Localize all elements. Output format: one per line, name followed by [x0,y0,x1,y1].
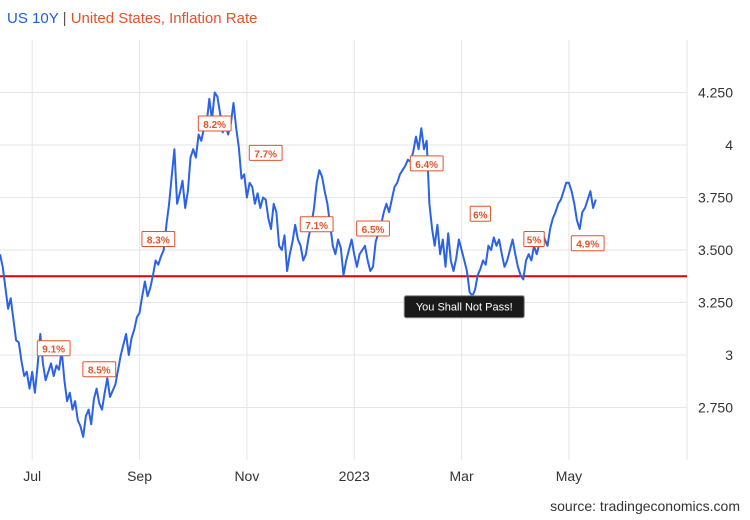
inflation-label: 6.4% [409,155,444,172]
x-tick-label: Nov [234,468,259,484]
inflation-label-box [469,205,492,222]
inflation-label: 7.1% [299,216,334,233]
inflation-label-box [248,144,283,161]
inflation-label-box [36,340,71,357]
y-tick-label: 2.750 [698,400,733,416]
inflation-labels: 9.1% 8.5% 8.3% 8.2% 7.7% 7.1% 6.5% 6.4% 6% 5% 4.9%… [36,115,605,378]
source-credit[interactable]: source: tradingeconomics.com [550,498,740,514]
y-tick-label: 3.750 [698,190,733,206]
series-link-inflation[interactable]: United States, Inflation Rate [70,10,258,27]
inflation-label-text: 7.7% [254,149,277,160]
inflation-label: 9.1% [36,340,71,357]
inflation-label: 6% [469,205,492,222]
axis-labels: Jul Sep Nov 2023 Mar May 4.250 4 3.750 3.500 3.250… [23,85,733,485]
inflation-label-box [141,231,176,247]
inflation-label-box [409,155,444,172]
chart-title: US 10Y | United States, Inflation Rate [7,10,257,27]
inflation-label-text: 9.1% [42,345,65,356]
x-tick-label: Jul [23,468,41,484]
inflation-label-text: 8.5% [88,366,111,377]
y-tick-label: 3.250 [698,295,733,311]
y-tick-label: 3.500 [698,242,733,258]
inflation-label-box [82,361,117,378]
x-tick-label: 2023 [339,468,370,484]
inflation-label-box [356,220,390,237]
inflation-label-text: 6.5% [362,225,385,236]
inflation-label: 8.5% [82,361,117,378]
inflation-label-text: 6% [473,210,488,221]
y-tick-label: 3 [725,347,733,363]
x-tick-label: Sep [127,468,152,484]
inflation-label-text: 6.4% [415,160,438,171]
inflation-label-box [299,216,334,233]
inflation-label-text: 8.2% [203,120,226,131]
inflation-label-box [523,231,545,247]
series-link-us10y[interactable]: US 10Y [7,10,59,27]
inflation-label: 8.2% [197,115,232,132]
inflation-label: 5% [523,231,545,247]
inflation-label-text: 5% [527,236,542,247]
x-tick-label: Mar [450,468,474,484]
title-separator: | [62,10,67,27]
annotation-box [403,295,525,319]
inflation-label: 6.5% [356,220,390,237]
inflation-label-text: 8.3% [147,236,170,247]
y-tick-label: 4.250 [698,85,733,101]
inflation-label-box [570,235,605,252]
annotation-callout: You Shall Not Pass! [403,295,525,319]
annotation-text: You Shall Not Pass! [416,302,513,314]
inflation-label: 4.9% [570,235,605,252]
series-line-us10y [0,91,597,438]
inflation-label: 8.3% [141,231,176,247]
inflation-label-text: 7.1% [305,221,328,232]
inflation-label-box [197,115,232,132]
series-layer [0,91,597,438]
inflation-label: 7.7% [248,144,283,161]
x-tick-label: May [556,468,582,484]
inflation-label-text: 4.9% [576,240,599,251]
y-tick-label: 4 [725,137,733,153]
